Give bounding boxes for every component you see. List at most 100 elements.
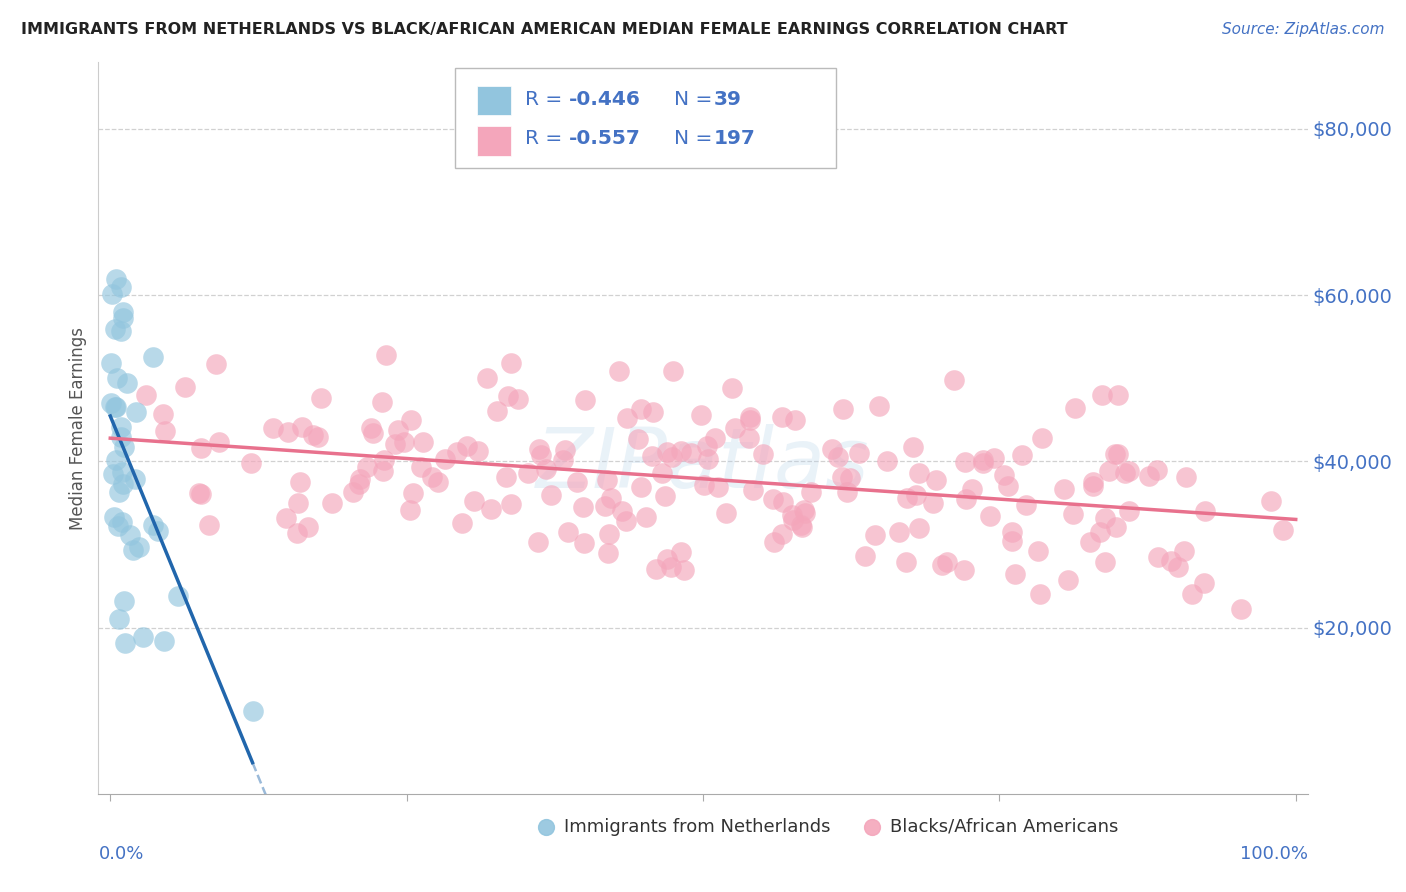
- Point: [103, 401, 125, 415]
- Point: [689, 408, 711, 422]
- Point: [960, 482, 983, 496]
- Point: [1118, 503, 1140, 517]
- Point: [1104, 447, 1126, 461]
- Point: [111, 311, 134, 326]
- Point: [122, 543, 145, 558]
- Point: [537, 787, 560, 801]
- Point: [307, 430, 329, 444]
- Point: [903, 440, 925, 454]
- FancyBboxPatch shape: [477, 126, 510, 156]
- Point: [1004, 567, 1026, 582]
- Text: -0.446: -0.446: [569, 89, 641, 109]
- Point: [392, 435, 415, 450]
- Point: [111, 515, 134, 529]
- Point: [111, 476, 134, 491]
- Point: [848, 446, 870, 460]
- Point: [114, 636, 136, 650]
- Point: [740, 410, 762, 425]
- Point: [614, 515, 637, 529]
- Point: [907, 521, 929, 535]
- Point: [110, 324, 132, 338]
- Point: [770, 410, 793, 425]
- Point: [1031, 431, 1053, 445]
- Point: [983, 450, 1005, 465]
- Point: [153, 424, 176, 438]
- Point: [288, 475, 311, 489]
- Point: [360, 421, 382, 435]
- Point: [146, 524, 169, 538]
- Text: 0.0%: 0.0%: [98, 845, 143, 863]
- Point: [188, 486, 211, 500]
- Point: [297, 520, 319, 534]
- Point: [373, 464, 395, 478]
- Point: [738, 432, 761, 446]
- Point: [125, 405, 148, 419]
- Point: [572, 500, 595, 514]
- Point: [979, 508, 1001, 523]
- Point: [1147, 549, 1170, 564]
- Point: [302, 428, 325, 442]
- Point: [657, 445, 679, 459]
- Text: R =: R =: [526, 129, 569, 148]
- Point: [772, 495, 794, 509]
- Point: [204, 357, 226, 371]
- Point: [770, 527, 793, 541]
- Point: [922, 495, 945, 509]
- Point: [387, 423, 409, 437]
- Point: [100, 286, 122, 301]
- Text: 39: 39: [714, 89, 742, 109]
- Point: [479, 502, 502, 516]
- Point: [516, 466, 538, 480]
- Point: [574, 535, 596, 549]
- Point: [486, 404, 509, 418]
- Point: [107, 612, 129, 626]
- Point: [291, 420, 314, 434]
- Point: [240, 456, 263, 470]
- Point: [142, 517, 165, 532]
- Point: [714, 506, 737, 520]
- Point: [1063, 401, 1085, 416]
- Point: [651, 467, 673, 481]
- Point: [105, 401, 128, 415]
- Point: [661, 559, 683, 574]
- Point: [943, 373, 966, 387]
- Point: [654, 489, 676, 503]
- Point: [662, 363, 685, 377]
- Point: [693, 478, 716, 492]
- Point: [131, 630, 153, 644]
- Point: [104, 453, 127, 467]
- Point: [399, 413, 422, 427]
- Point: [853, 549, 876, 563]
- Point: [673, 563, 696, 577]
- Point: [827, 450, 849, 464]
- Point: [1098, 464, 1121, 478]
- Point: [467, 444, 489, 458]
- Point: [972, 453, 994, 467]
- Point: [363, 425, 385, 440]
- Point: [105, 271, 128, 285]
- Point: [104, 322, 127, 336]
- Point: [1056, 573, 1078, 587]
- Point: [993, 467, 1015, 482]
- Point: [925, 473, 948, 487]
- Point: [1014, 498, 1036, 512]
- Point: [863, 528, 886, 542]
- Point: [101, 467, 124, 481]
- Point: [450, 516, 472, 531]
- Point: [463, 493, 485, 508]
- Point: [641, 405, 664, 419]
- Point: [530, 449, 553, 463]
- Point: [1146, 463, 1168, 477]
- Point: [889, 524, 911, 539]
- Point: [1094, 511, 1116, 525]
- Point: [593, 500, 616, 514]
- Point: [1114, 466, 1136, 480]
- Point: [242, 704, 264, 718]
- Point: [609, 364, 631, 378]
- Point: [456, 440, 478, 454]
- Text: ZIPatlas: ZIPatlas: [536, 425, 870, 505]
- Point: [349, 477, 371, 491]
- Point: [831, 470, 853, 484]
- Point: [409, 459, 432, 474]
- Point: [1192, 575, 1215, 590]
